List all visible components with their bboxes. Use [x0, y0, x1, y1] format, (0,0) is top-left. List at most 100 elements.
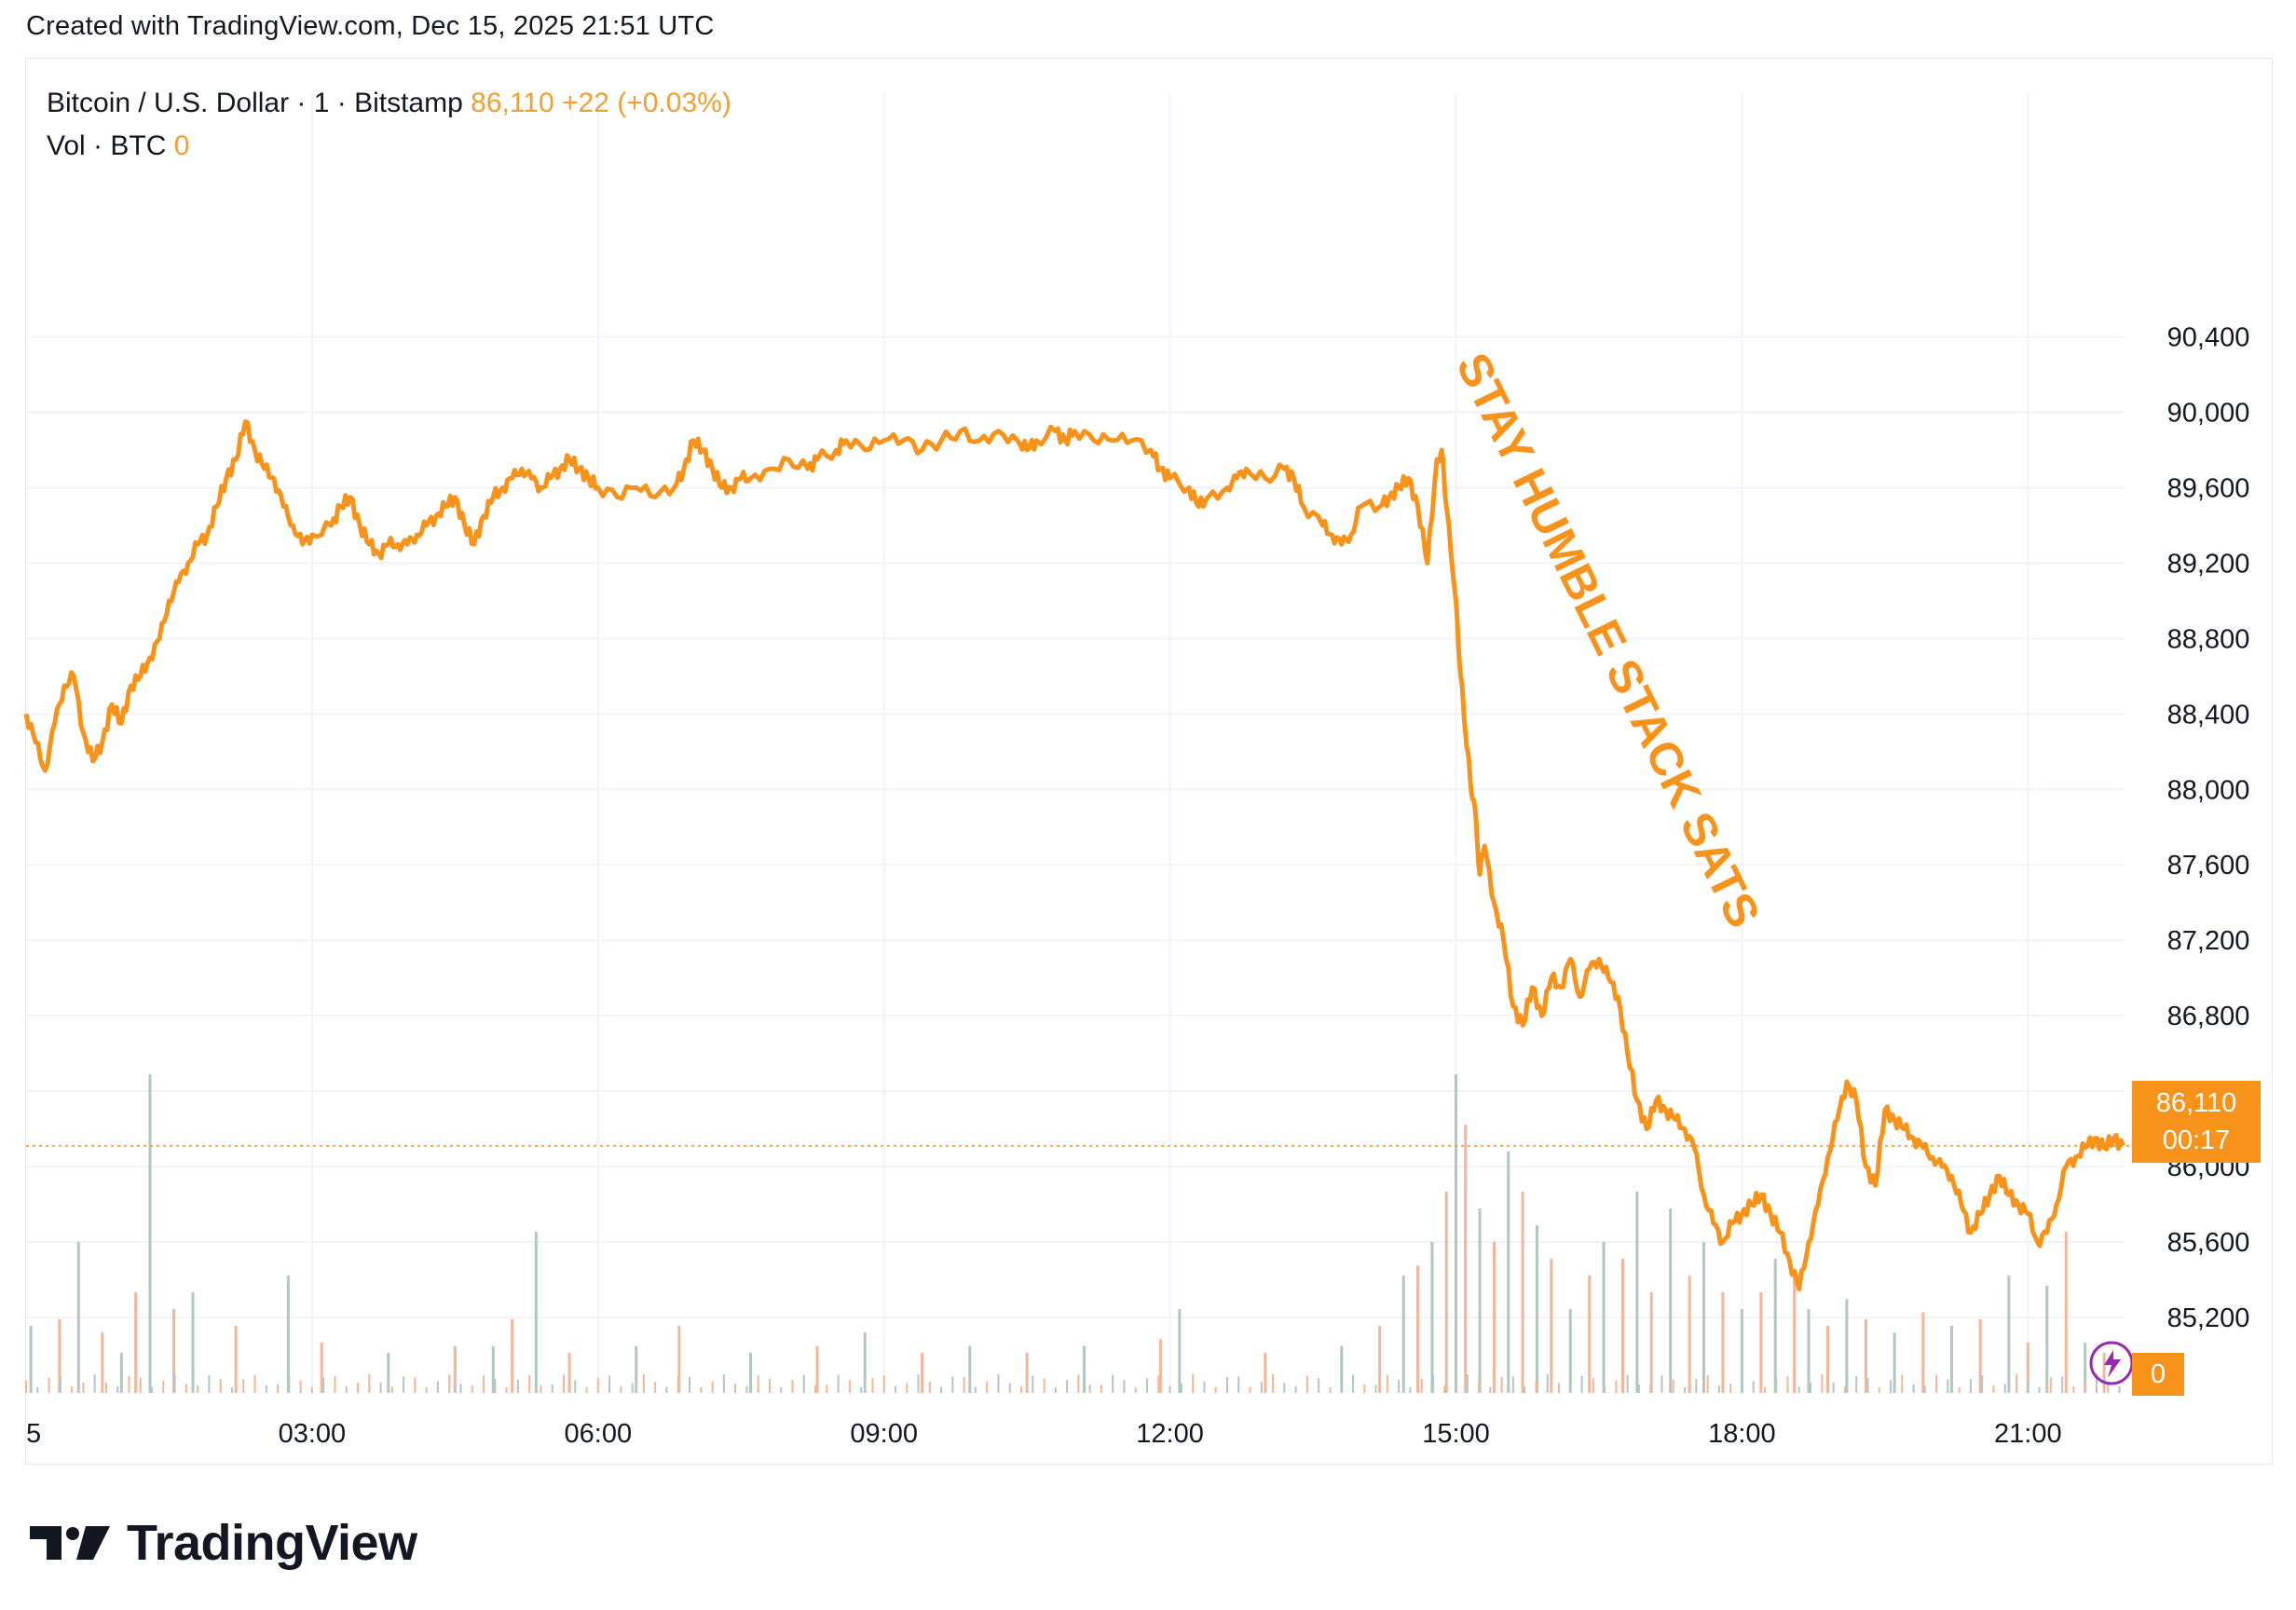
volume-bar [1025, 1352, 1029, 1393]
volume-bar [230, 1386, 233, 1393]
tradingview-brand[interactable]: TradingView [30, 1514, 417, 1572]
volume-bar [1158, 1339, 1162, 1393]
volume-bar [1889, 1380, 1892, 1393]
volume-bar [253, 1374, 256, 1393]
volume-bar [1249, 1386, 1251, 1393]
volume-bar [1669, 1208, 1673, 1393]
volume-bar [1921, 1312, 1925, 1393]
volume-bar [1500, 1377, 1503, 1393]
volume-bar [951, 1376, 954, 1393]
x-tick-label: 09:00 [850, 1419, 918, 1449]
volume-bar [1688, 1276, 1691, 1393]
volume-bar [390, 1386, 393, 1393]
legend-volume-label[interactable]: Vol · BTC [47, 130, 167, 161]
volume-bar [310, 1386, 313, 1393]
volume-bar [128, 1376, 130, 1393]
volume-bar [815, 1345, 819, 1393]
y-tick-label: 88,000 [2167, 775, 2250, 805]
volume-bar [1947, 1379, 1949, 1393]
chart-legend: Bitcoin / U.S. Dollar · 1 · Bitstamp 86,… [47, 82, 731, 168]
volume-bar [757, 1375, 759, 1393]
created-with-caption: Created with TradingView.com, Dec 15, 20… [26, 11, 715, 41]
volume-bar [1444, 1192, 1448, 1393]
volume-bar [511, 1318, 514, 1393]
volume-bar [1134, 1386, 1137, 1393]
volume-bar [780, 1386, 783, 1393]
x-tick-label: 5 [26, 1419, 41, 1449]
volume-bar [1283, 1383, 1286, 1393]
volume-bar [93, 1374, 96, 1393]
volume-bar [2045, 1285, 2049, 1393]
volume-bar [1492, 1242, 1496, 1393]
volume-bar [1729, 1384, 1732, 1393]
volume-bar [654, 1382, 657, 1393]
volume-bar [1775, 1377, 1778, 1393]
legend-symbol[interactable]: Bitcoin / U.S. Dollar · 1 · Bitstamp [47, 88, 463, 118]
volume-bar [848, 1380, 851, 1393]
volume-bar [48, 1377, 50, 1393]
volume-bar [1305, 1375, 1308, 1393]
volume-bar [802, 1374, 805, 1393]
volume-bar [745, 1385, 748, 1393]
volume-bar [1112, 1374, 1114, 1393]
y-tick-label: 90,000 [2167, 398, 2250, 428]
volume-bar [608, 1375, 611, 1393]
volume-bar [134, 1292, 138, 1393]
volume-bar [768, 1378, 771, 1393]
volume-bar [894, 1385, 896, 1393]
y-tick-label: 88,400 [2167, 700, 2250, 730]
volume-bar [1237, 1376, 1240, 1393]
volume-bar [1695, 1378, 1698, 1393]
volume-bar [2038, 1386, 2041, 1393]
legend-last-price: 86,110 [471, 88, 554, 118]
volume-bar [1340, 1345, 1344, 1393]
volume-bar [2049, 1377, 2052, 1393]
volume-histogram [25, 1074, 2121, 1393]
volume-bar [2064, 1232, 2068, 1393]
volume-bar [1318, 1378, 1320, 1393]
volume-bar [860, 1386, 863, 1393]
volume-bar [483, 1375, 485, 1393]
volume-bar [1507, 1151, 1510, 1393]
volume-bar [1635, 1192, 1639, 1393]
x-tick-label: 18:00 [1708, 1419, 1776, 1449]
volume-bar [826, 1385, 828, 1393]
volume-bar [986, 1381, 989, 1393]
volume-bar [814, 1385, 817, 1393]
volume-bar [516, 1379, 519, 1393]
volume-bar [1660, 1374, 1663, 1393]
chart-frame[interactable] [25, 58, 2273, 1465]
x-axis-ticks: 5 03:00 06:00 09:00 12:00 15:00 18:00 21:00 [26, 1419, 2062, 1449]
volume-bar [1478, 1208, 1482, 1393]
volume-bar [1020, 1385, 1023, 1393]
volume-bar [1717, 1385, 1720, 1393]
y-axis-ticks: 85,20085,60086,00086,40086,80087,20087,6… [2167, 323, 2250, 1333]
volume-bar [368, 1374, 371, 1393]
volume-bar [1550, 1259, 1553, 1393]
volume-bar [1821, 1374, 1824, 1393]
volume-bar [734, 1383, 737, 1393]
volume-bar [1580, 1375, 1583, 1393]
volume-bar [1178, 1309, 1182, 1393]
volume-bar [29, 1326, 33, 1393]
volume-bar [36, 1386, 39, 1393]
y-tick-label: 89,600 [2167, 473, 2250, 503]
volume-bar [1741, 1374, 1743, 1393]
volume-bar [2007, 1276, 2011, 1393]
volume-bar [1615, 1380, 1618, 1393]
volume-bar [162, 1381, 165, 1393]
last-price-tag-value: 86,110 [2155, 1088, 2237, 1118]
volume-bar [1489, 1386, 1492, 1393]
volume-bar [1626, 1374, 1629, 1393]
volume-bar [265, 1385, 267, 1393]
volume-bar [242, 1379, 245, 1393]
volume-bar [1146, 1378, 1149, 1393]
legend-volume-row: Vol · BTC 0 [47, 125, 731, 168]
volume-bar [940, 1386, 943, 1393]
volume-bar [921, 1352, 924, 1393]
volume-bar [208, 1375, 211, 1393]
volume-bar [286, 1276, 290, 1393]
y-tick-label: 88,800 [2167, 624, 2250, 654]
volume-bar [1386, 1374, 1388, 1393]
